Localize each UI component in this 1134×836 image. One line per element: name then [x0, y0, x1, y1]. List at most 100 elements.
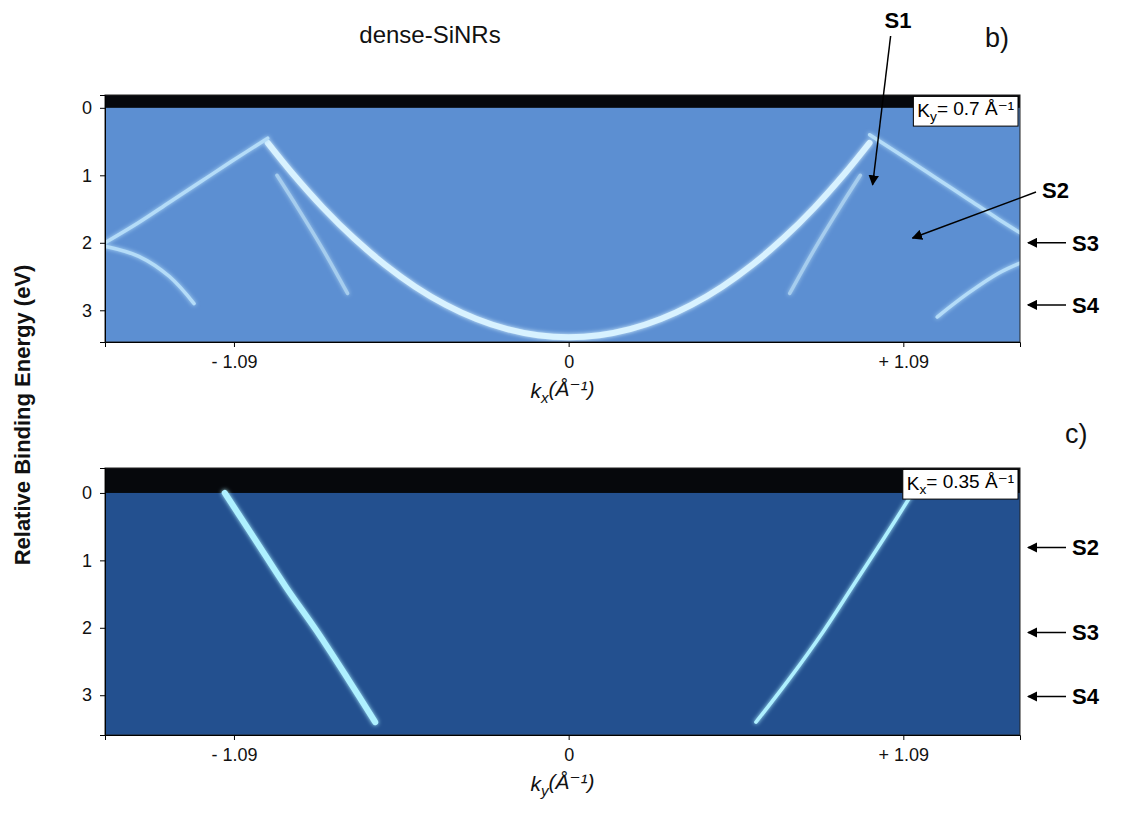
annotation: S4: [1028, 684, 1100, 709]
x-tick: - 1.09: [211, 342, 257, 372]
y-tick-mark: [100, 628, 105, 629]
annotation: S1: [873, 8, 912, 185]
annotation-arrow: [873, 36, 891, 185]
x-tick-mark: [903, 342, 904, 347]
x-tick-mark: [903, 735, 904, 740]
annotation-label: S3: [1072, 231, 1099, 256]
band: [937, 263, 1020, 317]
annotation: S3: [1028, 231, 1099, 256]
x-axis-title: ky(Å⁻¹): [530, 770, 594, 798]
panel: - 1.09 0 + 1.09 0 1 2 3 ky(Å⁻¹) c) Kx= 0.35 Å⁻¹ S2…: [82, 419, 1100, 799]
annotation: S2: [1028, 535, 1099, 560]
title: dense-SiNRs: [359, 21, 500, 48]
x-tick: + 1.09: [879, 735, 930, 765]
x-tick-mark: [234, 342, 235, 347]
box-label-frame: [913, 96, 1018, 126]
y-axis: 0 1 2 3: [82, 96, 106, 343]
y-tick-mark: [100, 560, 105, 561]
y-tick-mark: [100, 108, 105, 109]
y-tick-mark: [100, 243, 105, 244]
panel: - 1.09 0 + 1.09 0 1 2 3 kx(Å⁻¹) dense-SiNRs b) Ky=…: [82, 8, 1100, 406]
x-tick: 0: [564, 342, 574, 372]
annotation-label: S4: [1072, 684, 1100, 709]
fermi-cutoff: [105, 468, 1020, 493]
x-tick-label: - 1.09: [211, 352, 257, 372]
x-axis: - 1.09 0 + 1.09: [106, 735, 1021, 765]
annotation: S2: [913, 178, 1069, 238]
annotation-label: S2: [1042, 178, 1069, 203]
y-tick: 3: [82, 685, 105, 705]
plot-background: [105, 468, 1020, 735]
y-tick: 1: [82, 551, 105, 571]
x-tick-label: + 1.09: [879, 745, 930, 765]
x-axis-title: kx(Å⁻¹): [530, 377, 594, 405]
y-tick-mark: [100, 310, 105, 311]
y-tick-label: 0: [82, 483, 92, 503]
x-tick-mark: [569, 735, 570, 740]
x-tick-label: 0: [564, 745, 574, 765]
y-tick: 0: [82, 98, 105, 118]
x-tick: 0: [564, 735, 574, 765]
annotation-arrow: [1028, 632, 1066, 634]
y-tick-label: 1: [82, 166, 92, 186]
box-label: Kx= 0.35 Å⁻¹: [903, 469, 1018, 499]
annotation-label: S2: [1072, 535, 1099, 560]
x-tick-mark: [569, 342, 570, 347]
y-tick-label: 2: [82, 618, 92, 638]
y-axis-line: [100, 469, 106, 736]
band: [756, 493, 913, 722]
band: [105, 138, 268, 243]
band: [277, 175, 348, 293]
x-axis: - 1.09 0 + 1.09: [106, 342, 1021, 372]
band: [225, 493, 375, 722]
x-tick-mark: [234, 735, 235, 740]
figure: - 1.09 0 + 1.09 0 1 2 3 kx(Å⁻¹) dense-SiNRs b) Ky=…: [0, 0, 1134, 836]
plot-area: [105, 95, 1020, 337]
y-tick-mark: [100, 493, 105, 494]
x-tick: + 1.09: [879, 342, 930, 372]
y-tick: 2: [82, 618, 105, 638]
plot-area: [105, 468, 1020, 722]
annotation-arrow: [1028, 242, 1066, 244]
band: [268, 143, 870, 337]
y-tick: 2: [82, 233, 105, 253]
box-label-text: Ky= 0.7 Å⁻¹: [917, 98, 1014, 124]
annotation-arrow: [1028, 304, 1066, 306]
y-tick-mark: [100, 695, 105, 696]
panel-letter: c): [1065, 419, 1088, 449]
y-axis-line: [100, 96, 106, 343]
band: [790, 175, 861, 293]
x-tick-label: 0: [564, 352, 574, 372]
y-tick: 1: [82, 166, 105, 186]
y-tick: 3: [82, 301, 105, 321]
plot-frame: [105, 95, 1020, 342]
y-tick-label: 2: [82, 233, 92, 253]
plot-background: [105, 95, 1020, 342]
y-tick: 0: [82, 483, 105, 503]
annotation-arrow: [1028, 547, 1066, 549]
y-axis: 0 1 2 3: [82, 469, 106, 736]
y-tick-label: 3: [82, 301, 92, 321]
annotation: S4: [1028, 293, 1100, 318]
y-tick-label: 0: [82, 98, 92, 118]
y-tick-label: 3: [82, 685, 92, 705]
panel-letter: b): [985, 23, 1009, 53]
annotation: S3: [1028, 620, 1099, 645]
x-tick: - 1.09: [211, 735, 257, 765]
annotation-label: S3: [1072, 620, 1099, 645]
band: [105, 246, 194, 303]
box-label-frame: [903, 469, 1018, 499]
plot-frame: [105, 468, 1020, 735]
y-tick-mark: [100, 175, 105, 176]
band: [870, 135, 1020, 233]
y-axis-title: Relative Binding Energy (eV): [10, 265, 35, 566]
x-tick-label: - 1.09: [211, 745, 257, 765]
box-label: Ky= 0.7 Å⁻¹: [913, 96, 1018, 126]
x-axis-line: [106, 736, 1021, 741]
x-axis-line: [106, 343, 1021, 348]
y-tick-label: 1: [82, 551, 92, 571]
x-tick-label: + 1.09: [879, 352, 930, 372]
annotation-label: S1: [885, 8, 912, 33]
annotation-arrow: [1028, 696, 1066, 698]
annotation-arrow: [913, 192, 1036, 238]
